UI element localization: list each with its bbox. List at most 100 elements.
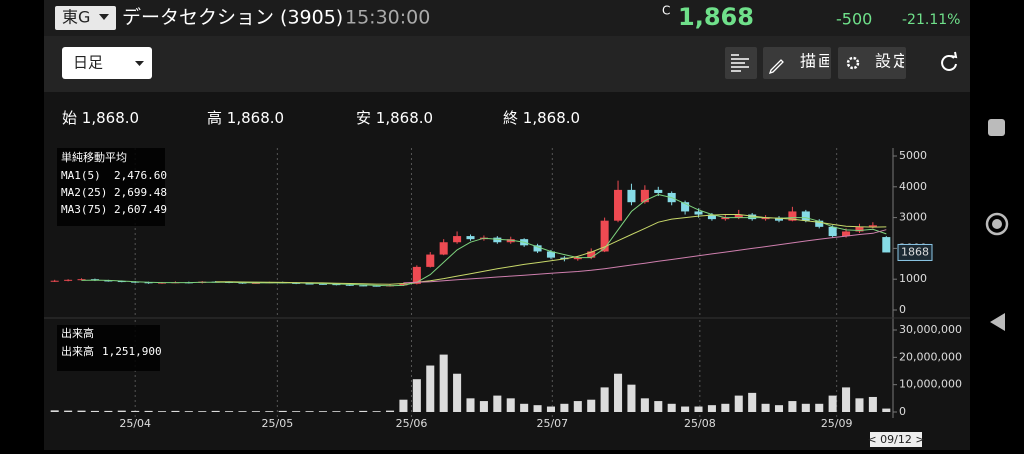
candle-body: [117, 281, 126, 283]
candle-body: [64, 279, 73, 281]
ma-line: [81, 193, 887, 287]
volume-bar: [117, 410, 126, 412]
legend-value: 2,699.48: [114, 186, 167, 199]
indicator-icon: [731, 54, 749, 72]
volume-bar: [238, 411, 247, 412]
volume-bar: [386, 410, 395, 412]
volume-bar: [372, 411, 381, 412]
volume-bar: [211, 410, 220, 412]
settings-label-clip: 設定: [875, 52, 904, 71]
volume-bar: [654, 401, 663, 412]
cursor-date-box[interactable]: [870, 432, 922, 447]
x-tick-label: 25/08: [684, 417, 716, 430]
ma-line: [215, 214, 887, 285]
nav-back[interactable]: [990, 313, 1005, 331]
candle-body: [318, 283, 327, 285]
toolbar: [44, 36, 970, 92]
volume-bar: [466, 398, 475, 412]
volume-bar: [90, 410, 99, 412]
draw-button[interactable]: [763, 47, 831, 79]
candle-body: [587, 251, 596, 258]
candle-body: [734, 214, 743, 218]
ohlc-row: 始 1,868.0 高 1,868.0 安 1,868.0 終 1,868.0: [62, 109, 580, 127]
volume-bar: [533, 405, 542, 412]
dropdown-arrow: [99, 14, 109, 20]
candle-body: [681, 202, 690, 212]
y-tick-label: 5000: [899, 149, 927, 162]
volume-bar: [694, 406, 703, 412]
volume-bar: [667, 403, 676, 412]
candle-body: [654, 189, 663, 193]
volume-bar: [721, 403, 730, 412]
x-tick-label: 25/04: [119, 417, 151, 430]
nav-home[interactable]: [985, 212, 1009, 236]
x-tick-label: 25/06: [396, 417, 428, 430]
gear-icon: [846, 56, 860, 70]
volume-legend-title: 出来高: [61, 326, 94, 340]
volume-bar: [560, 403, 569, 412]
volume-bar: [748, 392, 757, 412]
volume-bar: [332, 411, 341, 412]
volume-bar: [842, 387, 851, 412]
candle-body: [466, 236, 475, 240]
legend-value: 2,607.49: [114, 203, 167, 216]
candle-body: [855, 226, 864, 232]
volume-bar: [640, 398, 649, 412]
ma-legend-title: 単純移動平均: [61, 150, 127, 164]
candle-body: [828, 226, 837, 237]
volume-bar: [412, 379, 421, 412]
candle-body: [50, 280, 59, 282]
volume-bar: [788, 401, 797, 412]
candle-body: [546, 251, 555, 258]
draw-label-clip: 描画: [800, 52, 829, 71]
candle-body: [533, 245, 542, 252]
cursor-date: < 09/12 >: [867, 433, 924, 446]
volume-bar: [600, 387, 609, 412]
refresh-icon[interactable]: [941, 55, 957, 71]
pencil-icon: [768, 59, 784, 75]
chart-area: [44, 92, 970, 450]
candle-body: [372, 285, 381, 287]
candle-body: [761, 217, 770, 220]
volume-bar: [292, 411, 301, 412]
volume-bar: [198, 411, 207, 412]
period-select[interactable]: [62, 47, 152, 79]
candle-body: [882, 237, 891, 253]
volume-bar: [278, 410, 287, 412]
volume-bar: [734, 395, 743, 412]
y-tick-label: 0: [899, 303, 906, 316]
volume-bar: [171, 410, 180, 412]
candle-body: [412, 266, 421, 284]
volume-legend-name: 出来高: [61, 344, 94, 358]
legend-value: 2,476.60: [114, 169, 167, 182]
volume-bar: [50, 410, 59, 412]
ohlc-value: 1,868.0: [523, 109, 580, 127]
volume-bar: [318, 411, 327, 412]
legend-name: MA1(5): [61, 169, 101, 182]
volume-bar: [104, 410, 113, 412]
candle-body: [815, 220, 824, 227]
candle-body: [506, 239, 515, 243]
volume-bar: [265, 411, 274, 412]
volume-bar: [479, 401, 488, 412]
ohlc-label: 終: [503, 109, 518, 127]
time: 15:30:00: [345, 7, 430, 29]
volume-bar: [359, 410, 368, 412]
candle-body: [627, 189, 636, 203]
price-flag: C: [662, 4, 670, 18]
volume-bar: [828, 395, 837, 412]
volume-bar: [627, 384, 636, 412]
volume-bar: [774, 405, 784, 412]
candle-body: [600, 220, 609, 252]
candle-body: [439, 242, 448, 255]
stock-title: データセクション (3905): [122, 7, 343, 29]
ohlc-label: 高: [207, 109, 222, 127]
volume-bar: [614, 373, 623, 412]
volume-bar: [801, 403, 810, 412]
settings-button[interactable]: [838, 47, 906, 79]
nav-recents[interactable]: [988, 119, 1005, 136]
volume-bar: [868, 396, 877, 412]
volume-bar: [64, 410, 73, 412]
market-select[interactable]: [55, 6, 116, 30]
